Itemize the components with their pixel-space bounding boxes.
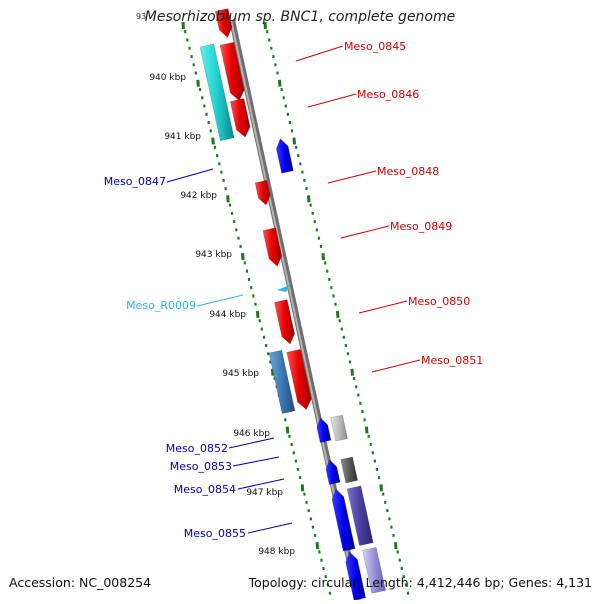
kbp-label: 942 kbp xyxy=(180,191,217,201)
gene-arrow-reverse xyxy=(326,460,340,485)
kbp-label: 948 kbp xyxy=(258,547,295,557)
gene-label: Meso_0855 xyxy=(184,527,246,540)
leader-line xyxy=(197,295,243,306)
kbp-label: 946 kbp xyxy=(233,429,270,439)
gene-block-dark xyxy=(341,457,358,483)
leader-line xyxy=(296,46,343,61)
gene-label: Meso_R0009 xyxy=(126,299,196,312)
accession-text: Accession: NC_008254 xyxy=(9,575,151,590)
gene-label: Meso_0849 xyxy=(390,220,452,233)
gene-label: Meso_0853 xyxy=(170,460,232,473)
kbp-label: 941 kbp xyxy=(164,132,201,142)
leader-line xyxy=(167,169,213,182)
leader-line xyxy=(248,523,292,533)
topology-text: Topology: circular; Length: 4,412,446 bp… xyxy=(249,575,592,590)
kbp-label: 945 kbp xyxy=(222,369,259,379)
gene-arrow-reverse xyxy=(276,139,293,173)
gene-label: Meso_0852 xyxy=(166,442,228,455)
title-prefix-fragment: 93 xyxy=(136,12,146,21)
leader-line xyxy=(233,457,279,466)
gene-label: Meso_0848 xyxy=(377,165,439,178)
gene-arrow-forward xyxy=(255,180,270,205)
leader-line xyxy=(308,94,356,107)
gene-label: Meso_0847 xyxy=(104,175,166,188)
title-text: Mesorhizobium sp. BNC1, complete genome xyxy=(145,9,456,25)
kbp-label: 944 kbp xyxy=(209,310,246,320)
gene-label: Meso_0851 xyxy=(421,354,483,367)
kbp-label: 943 kbp xyxy=(195,250,232,260)
leader-line xyxy=(229,438,274,448)
gene-block-grey xyxy=(331,415,348,441)
gene-arrow-forward xyxy=(230,98,250,137)
gene-label: Meso_0845 xyxy=(344,40,406,53)
leader-line xyxy=(328,171,376,183)
gene-label: Meso_0854 xyxy=(174,483,236,496)
leader-line xyxy=(372,360,420,372)
gene-label: Meso_0850 xyxy=(408,295,470,308)
gene-arrow-reverse xyxy=(317,418,331,443)
leader-line xyxy=(359,301,407,313)
leader-line xyxy=(341,226,389,238)
gene-label: Meso_0846 xyxy=(357,88,419,101)
kbp-label: 947 kbp xyxy=(246,488,283,498)
genome-title: 93 Mesorhizobium sp. BNC1, complete geno… xyxy=(0,9,600,25)
kbp-label: 940 kbp xyxy=(149,73,186,83)
